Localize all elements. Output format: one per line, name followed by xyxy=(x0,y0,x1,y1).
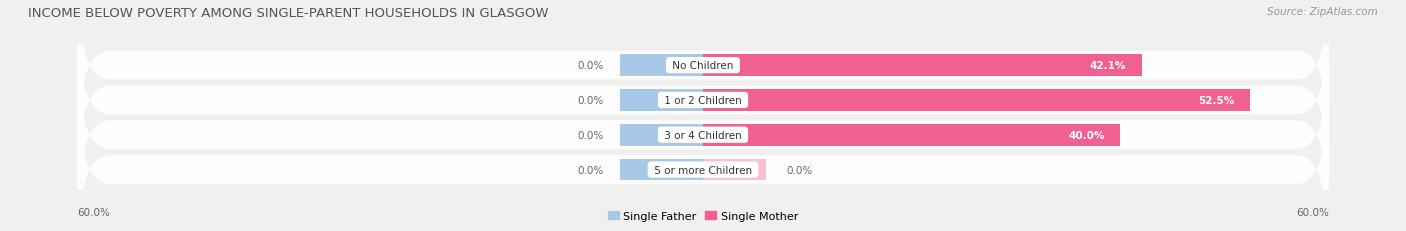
Text: 0.0%: 0.0% xyxy=(578,61,605,71)
Text: 0.0%: 0.0% xyxy=(578,165,605,175)
Text: 60.0%: 60.0% xyxy=(77,207,110,218)
FancyBboxPatch shape xyxy=(77,46,1329,225)
Text: 60.0%: 60.0% xyxy=(1296,207,1329,218)
Text: 0.0%: 0.0% xyxy=(786,165,813,175)
Text: 40.0%: 40.0% xyxy=(1069,130,1105,140)
Text: Source: ZipAtlas.com: Source: ZipAtlas.com xyxy=(1267,7,1378,17)
Bar xyxy=(620,90,703,111)
Text: 52.5%: 52.5% xyxy=(1198,95,1234,106)
Text: 0.0%: 0.0% xyxy=(578,95,605,106)
Legend: Single Father, Single Mother: Single Father, Single Mother xyxy=(603,207,803,225)
Bar xyxy=(703,159,766,181)
Bar xyxy=(703,55,1142,77)
FancyBboxPatch shape xyxy=(77,11,1329,190)
Text: 42.1%: 42.1% xyxy=(1090,61,1126,71)
Text: INCOME BELOW POVERTY AMONG SINGLE-PARENT HOUSEHOLDS IN GLASGOW: INCOME BELOW POVERTY AMONG SINGLE-PARENT… xyxy=(28,7,548,20)
Text: 1 or 2 Children: 1 or 2 Children xyxy=(661,95,745,106)
Bar xyxy=(620,55,703,77)
Bar xyxy=(620,159,703,181)
Bar xyxy=(703,124,1121,146)
Text: 5 or more Children: 5 or more Children xyxy=(651,165,755,175)
Bar xyxy=(620,124,703,146)
FancyBboxPatch shape xyxy=(77,0,1329,156)
Bar xyxy=(703,90,1250,111)
Text: 0.0%: 0.0% xyxy=(578,130,605,140)
Text: No Children: No Children xyxy=(669,61,737,71)
FancyBboxPatch shape xyxy=(77,80,1329,231)
Text: 3 or 4 Children: 3 or 4 Children xyxy=(661,130,745,140)
